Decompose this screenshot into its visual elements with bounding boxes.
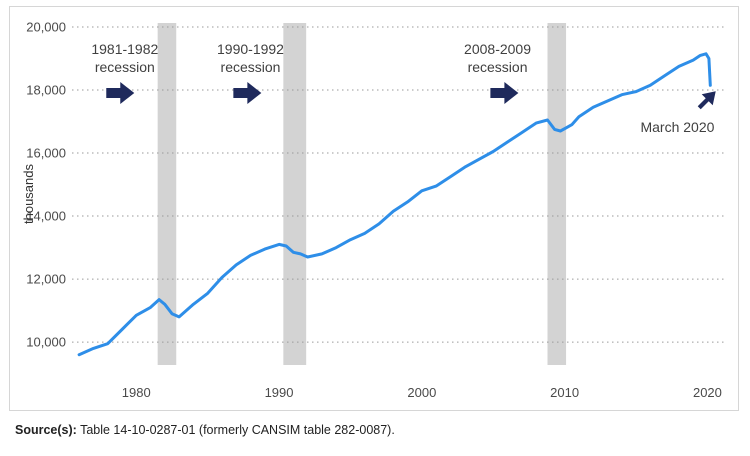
source-label: Source(s): [15,423,77,437]
recession-label-2: 1990-1992 [217,41,284,57]
recession-label-3: recession [468,59,528,75]
recession-label-3: 2008-2009 [464,41,531,57]
recession-label-2: recession [221,59,281,75]
y-tick-label: 14,000 [26,209,66,224]
recession-label-1: 1981-1982 [91,41,158,57]
y-tick-label: 20,000 [26,20,66,35]
annotation-march-2020: March 2020 [640,119,714,135]
recession-label-1: recession [95,59,155,75]
up-right-arrow-icon [697,91,716,110]
right-arrow-icon [490,82,519,104]
x-tick-label: 2010 [550,385,579,400]
recession-band-3 [547,23,567,365]
y-tick-label: 12,000 [26,272,66,287]
chart-frame: 10,000 12,000 14,000 16,000 18,000 20,000 1980… [9,6,739,411]
employment-line-chart: 10,000 12,000 14,000 16,000 18,000 20,000 1980… [21,20,726,400]
x-tick-label: 2000 [407,385,436,400]
x-tick-label: 2020 [693,385,722,400]
series-line-1 [77,52,712,357]
y-tick-label: 10,000 [26,335,66,350]
y-tick-label: 16,000 [26,146,66,161]
source-note: Source(s): Table 14-10-0287-01 (formerly… [15,423,395,437]
x-tick-label: 1990 [265,385,294,400]
recession-band-2 [283,23,307,365]
y-tick-label: 18,000 [26,83,66,98]
right-arrow-icon [233,82,262,104]
right-arrow-icon [106,82,135,104]
x-tick-label: 1980 [122,385,151,400]
source-text: Table 14-10-0287-01 (formerly CANSIM tab… [80,423,395,437]
y-axis-title: thousands [21,164,36,224]
